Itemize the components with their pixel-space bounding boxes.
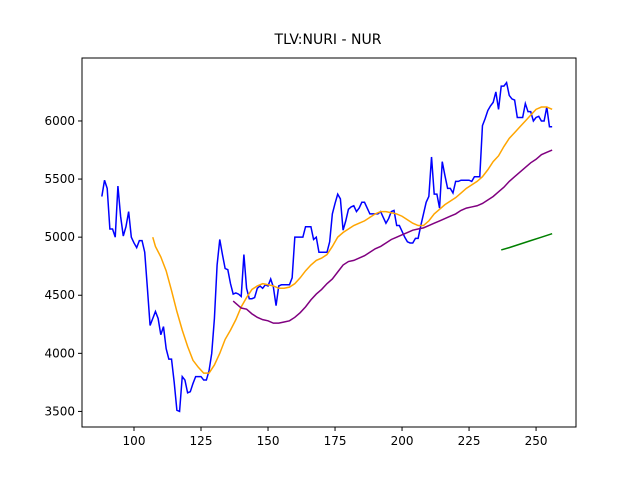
series-line [101,80,553,413]
y-tick-label: 4500 [44,288,75,302]
y-tick-label: 5000 [44,230,75,244]
series-line [232,149,553,324]
series-line [152,106,553,374]
y-tick-label: 6000 [44,114,75,128]
y-tick-label: 5500 [44,172,75,186]
x-tick-label: 225 [458,434,481,448]
x-tick-label: 125 [190,434,213,448]
x-tick-label: 250 [525,434,548,448]
x-tick-label: 175 [324,434,347,448]
x-tick-label: 200 [391,434,414,448]
plot-frame [81,57,577,428]
x-tick-label: 100 [123,434,146,448]
y-tick-label: 3500 [44,404,75,418]
y-tick-label: 4000 [44,346,75,360]
chart-title: TLV:NURI - NUR [274,32,382,48]
x-tick-label: 150 [257,434,280,448]
series-line [501,232,553,251]
